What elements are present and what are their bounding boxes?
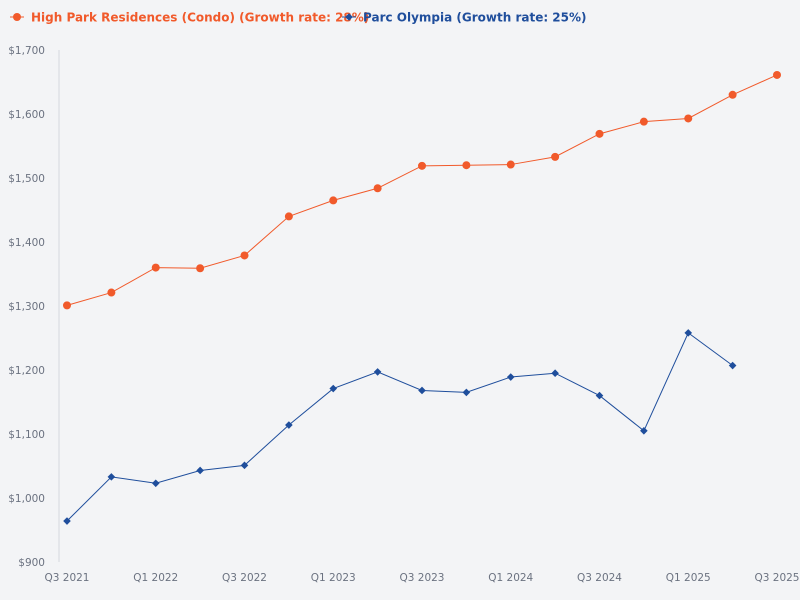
data-point[interactable] [107,473,116,481]
data-point[interactable] [684,329,693,337]
y-tick-label: $1,200 [8,365,45,377]
series-line [66,332,733,522]
legend: High Park Residences (Condo) (Growth rat… [10,11,587,25]
data-point[interactable] [728,361,737,370]
data-point[interactable] [196,466,204,475]
data-point[interactable] [63,301,71,310]
data-point[interactable] [639,117,648,126]
axes: $900 $1,000 $1,100 $1,200 $1,300 $1,400 $1,500… [8,45,799,584]
data-point[interactable] [462,161,471,170]
x-tick-label: Q3 2025 [754,572,799,584]
data-point[interactable] [240,461,249,470]
data-point[interactable] [329,196,338,205]
data-point[interactable] [551,369,559,377]
data-point[interactable] [240,251,249,260]
data-point[interactable] [373,368,382,376]
x-tick-label: Q3 2021 [44,572,89,584]
x-tick-label: Q3 2024 [577,572,622,584]
data-point[interactable] [595,391,604,400]
y-tick-label: $900 [18,557,45,569]
legend-item[interactable]: Parc Olympia (Growth rate: 25%) [342,11,587,25]
legend-label: Parc Olympia (Growth rate: 25%) [363,11,587,25]
data-point[interactable] [63,517,71,525]
y-tick-label: $1,100 [8,429,45,441]
data-point[interactable] [595,129,604,138]
y-tick-label: $1,400 [8,237,45,249]
data-point[interactable] [373,184,382,193]
data-point[interactable] [151,479,160,488]
x-tick-label: Q1 2025 [666,572,711,584]
y-tick-label: $1,700 [8,45,45,57]
data-point[interactable] [418,161,426,170]
x-tick-label: Q3 2023 [399,572,444,584]
data-point[interactable] [640,427,648,435]
data-point[interactable] [285,421,293,429]
diamond-marker-icon [345,13,353,21]
y-tick-label: $1,600 [8,109,45,121]
legend-label: High Park Residences (Condo) (Growth rat… [31,11,369,25]
data-point[interactable] [196,264,205,273]
x-tick-label: Q1 2023 [311,572,356,584]
y-tick-label: $1,000 [8,493,45,505]
x-tick-label: Q3 2022 [222,572,267,584]
data-point[interactable] [684,114,693,123]
plot-area [63,70,781,525]
data-point[interactable] [107,288,116,297]
x-axis-ticks: Q3 2021 Q1 2022 Q3 2022 Q1 2023 Q3 2023 Q1 20… [44,572,799,584]
data-point[interactable] [284,212,293,221]
data-point[interactable] [418,386,426,395]
data-point[interactable] [151,263,160,272]
data-point[interactable] [773,70,781,79]
series-line [66,74,778,306]
circle-marker-icon [13,13,21,21]
y-axis-ticks: $900 $1,000 $1,100 $1,200 $1,300 $1,400 $1,500… [8,45,45,569]
x-tick-label: Q1 2022 [133,572,178,584]
series-1 [63,70,781,310]
data-point[interactable] [551,152,560,161]
data-point[interactable] [462,388,471,397]
y-tick-label: $1,500 [8,173,45,185]
y-tick-label: $1,300 [8,301,45,313]
data-point[interactable] [329,384,338,393]
series-2 [63,329,737,525]
data-point[interactable] [506,160,515,169]
x-tick-label: Q1 2024 [488,572,533,584]
legend-item[interactable]: High Park Residences (Condo) (Growth rat… [10,11,369,25]
data-point[interactable] [506,373,515,381]
data-point[interactable] [728,90,737,99]
